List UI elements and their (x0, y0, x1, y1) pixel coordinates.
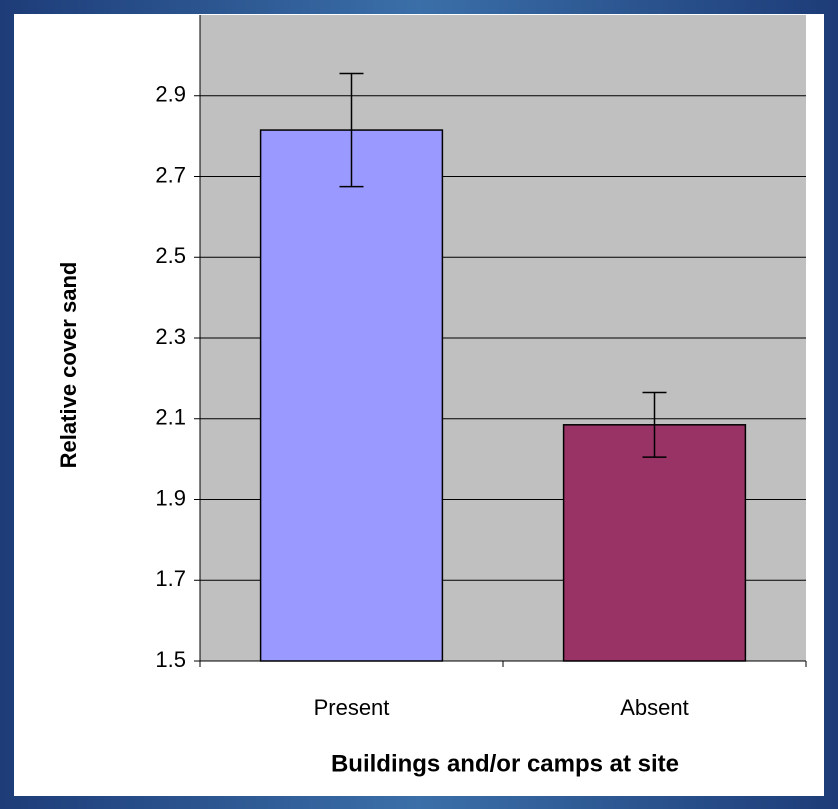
bar (259, 129, 444, 662)
x-axis-title: Buildings and/or camps at site (331, 750, 679, 777)
y-tick-label: 1.9 (155, 485, 186, 510)
y-tick-label: 2.9 (155, 82, 186, 107)
bar (562, 424, 747, 662)
x-tick-label: Absent (620, 695, 689, 720)
y-tick-label: 1.5 (155, 647, 186, 672)
y-tick-label: 2.5 (155, 243, 186, 268)
y-tick-label: 2.1 (155, 405, 186, 430)
y-tick-label: 2.7 (155, 162, 186, 187)
y-tick-label: 2.3 (155, 324, 186, 349)
x-tick-label: Present (314, 695, 390, 720)
error-bar (339, 72, 364, 188)
y-axis-title: Relative cover sand (56, 262, 81, 469)
y-tick-label: 1.7 (155, 566, 186, 591)
error-bar (642, 391, 667, 458)
